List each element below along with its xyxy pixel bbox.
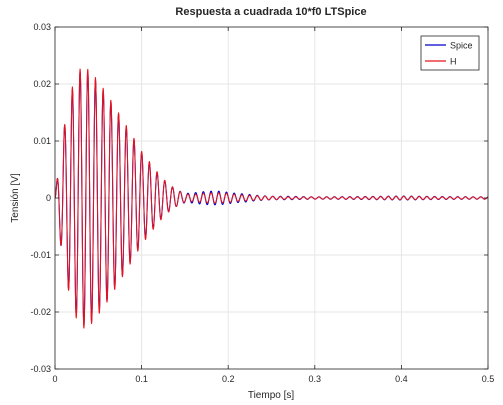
legend-box (420, 35, 480, 71)
chart-title: Respuesta a cuadrada 10*f0 LTSpice (175, 6, 366, 18)
x-tick-label: 0 (52, 374, 57, 384)
legend-label-h: H (450, 57, 457, 67)
legend: Spice H (420, 35, 480, 71)
y-tick-label: 0 (46, 193, 51, 203)
x-tick-label: 0.1 (135, 374, 148, 384)
x-tick-label: 0.3 (309, 374, 322, 384)
x-tick-label: 0.2 (222, 374, 235, 384)
x-axis-label: Tiempo [s] (248, 390, 295, 401)
y-tick-label: 0.02 (33, 79, 51, 89)
y-tick-label: -0.03 (30, 364, 51, 374)
series-layer (55, 68, 488, 329)
y-tick-label: 0.03 (33, 22, 51, 32)
axis-ticks: 0 0.1 0.2 0.3 0.4 0.5 -0.03 -0.02 -0.01 0 0.01 0.02… (30, 22, 494, 384)
y-tick-label: -0.02 (30, 307, 51, 317)
series-line-h (55, 68, 488, 329)
y-tick-label: 0.01 (33, 136, 51, 146)
x-tick-label: 0.4 (395, 374, 408, 384)
y-axis-label: Tensión [V] (10, 173, 21, 223)
y-tick-label: -0.01 (30, 250, 51, 260)
x-tick-label: 0.5 (482, 374, 495, 384)
legend-label-spice: Spice (450, 41, 473, 51)
